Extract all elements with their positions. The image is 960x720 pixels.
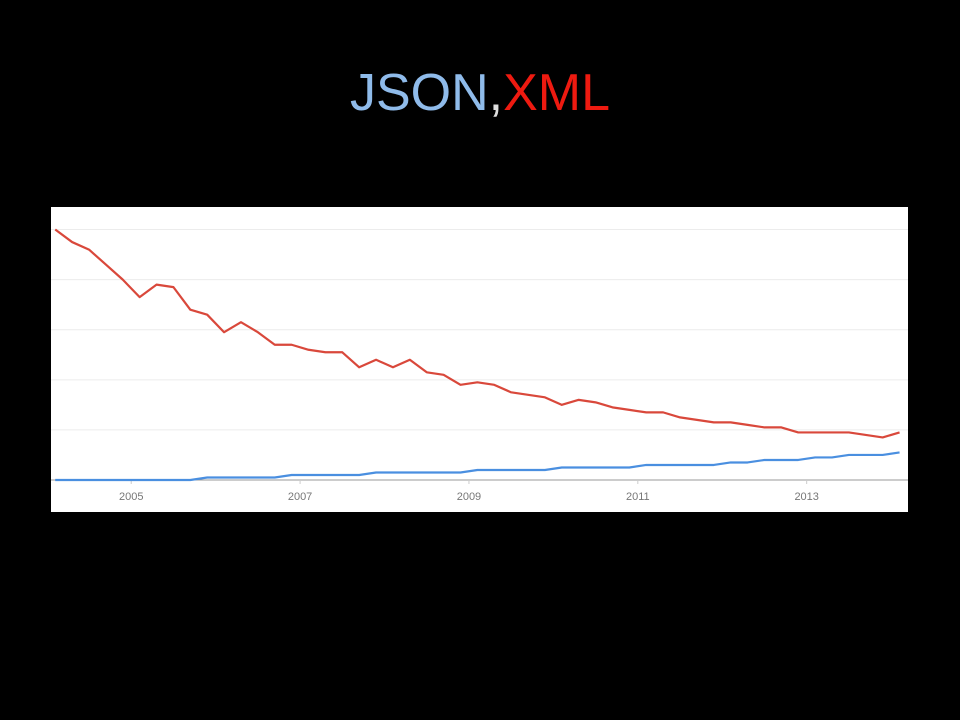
series-line (55, 451, 900, 482)
series-line (54, 228, 900, 439)
x-tick-label: 2005 (119, 491, 143, 503)
chart-title: JSON,XML (350, 64, 610, 122)
x-tick-label: 2009 (457, 491, 481, 503)
chart-area (51, 207, 908, 512)
title-separator: , (489, 64, 503, 122)
title-xml: XML (503, 64, 610, 122)
plot: 2005 2007 2009 2011 2013 (51, 228, 908, 503)
x-tick-label: 2011 (626, 491, 650, 503)
x-tick-label: 2013 (794, 491, 818, 503)
x-tick-label: 2007 (288, 491, 312, 503)
title-json: JSON (350, 64, 489, 122)
